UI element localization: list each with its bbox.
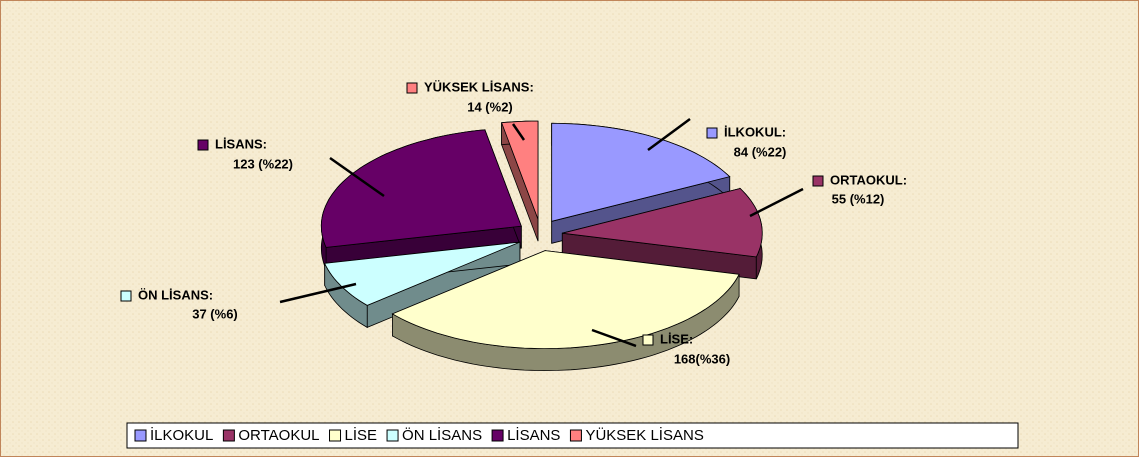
legend-swatch [222, 429, 235, 442]
leader-line [279, 282, 357, 304]
label-swatch [642, 334, 654, 346]
label-swatch [706, 127, 718, 139]
label-swatch [812, 175, 824, 187]
leader-line [591, 328, 637, 348]
leader-line [329, 156, 385, 198]
value-label: 37 (%6) [192, 306, 238, 321]
label-swatch [197, 139, 209, 151]
legend-label: İLKOKUL [150, 426, 213, 444]
legend-swatch [386, 429, 399, 442]
value-label: 84 (%22) [734, 144, 787, 159]
legend-swatch [569, 429, 582, 442]
value-label: 55 (%12) [832, 191, 885, 206]
slice-label: YÜKSEK LİSANS: [424, 79, 534, 94]
slice [501, 120, 539, 220]
slice-label: İLKOKUL: [724, 124, 786, 139]
slice-label: ORTAOKUL: [830, 172, 907, 187]
label-swatch [120, 290, 132, 302]
slice [391, 250, 740, 350]
slice [324, 241, 521, 306]
slice [562, 188, 763, 258]
legend-label: YÜKSEK LİSANS [585, 426, 703, 444]
slice [551, 122, 731, 222]
legend-label: ÖN LİSANS [402, 426, 482, 444]
leader-line [511, 123, 526, 141]
legend-label: LİSE [345, 426, 378, 444]
value-label: 14 (%2) [467, 99, 513, 114]
legend-label: ORTAOKUL [238, 427, 319, 444]
leader-line [647, 117, 691, 152]
legend-swatch [491, 429, 504, 442]
slice-label: LİSANS: [215, 136, 267, 151]
value-label: 123 (%22) [233, 156, 293, 171]
slice-label: ÖN LİSANS: [138, 287, 213, 302]
legend-label: LİSANS [507, 426, 560, 444]
legend-swatch [134, 429, 147, 442]
slice-label: LİSE: [660, 331, 693, 346]
legend-swatch [329, 429, 342, 442]
leader-line [749, 187, 804, 218]
slice [320, 129, 522, 248]
value-label: 168(%36) [674, 351, 730, 366]
label-swatch [406, 82, 418, 94]
